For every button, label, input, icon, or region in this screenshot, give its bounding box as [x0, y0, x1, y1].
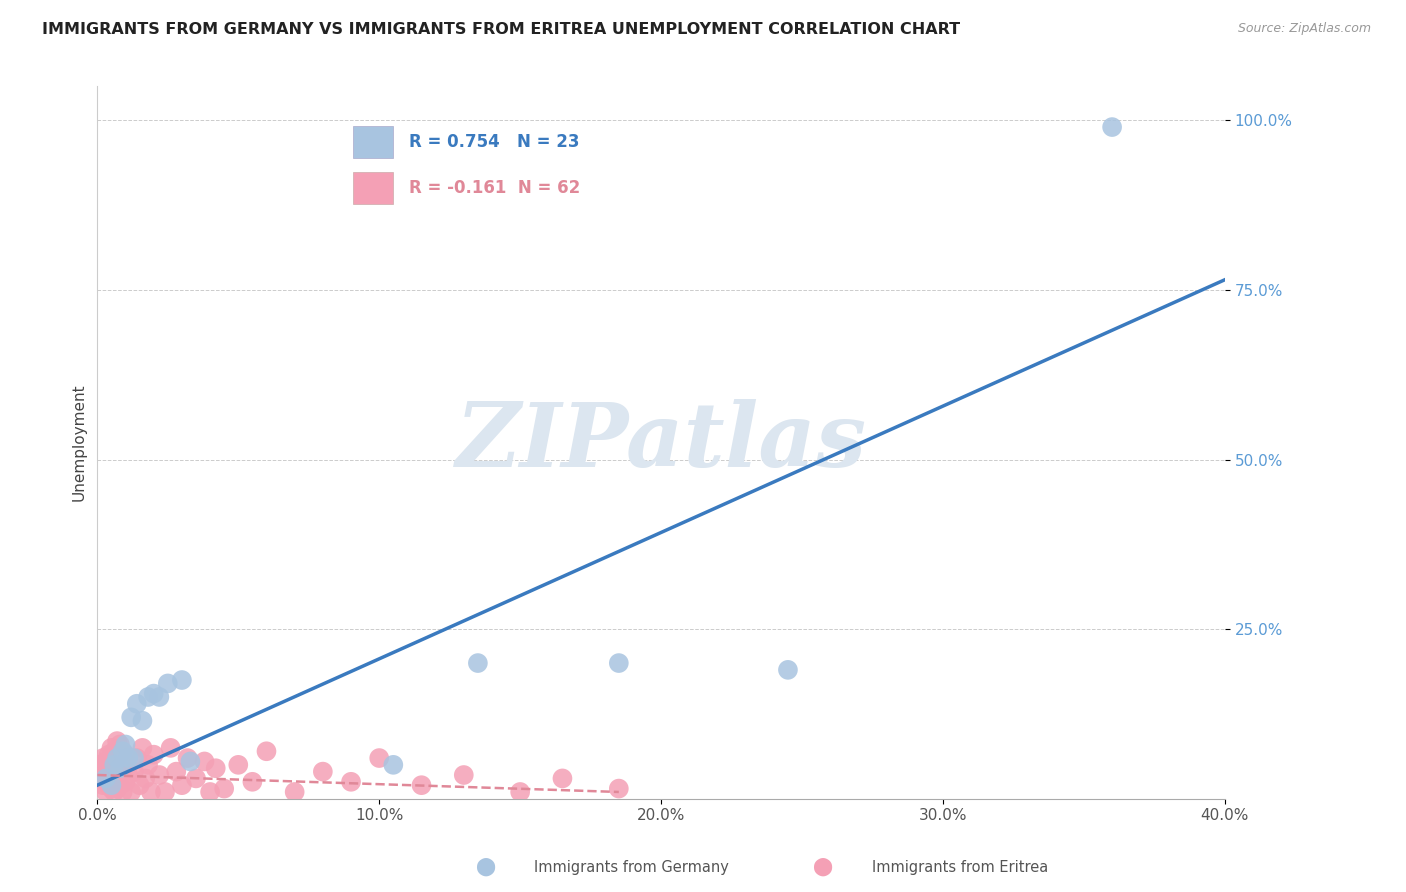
Point: [91, 764, 114, 779]
Point: [103, 772, 125, 786]
Point: [153, 785, 176, 799]
Point: [312, 764, 335, 779]
Point: [122, 751, 145, 765]
Point: [165, 764, 187, 779]
Text: Immigrants from Eritrea: Immigrants from Eritrea: [872, 860, 1047, 874]
Point: [125, 751, 148, 765]
Bar: [353, 172, 392, 204]
Point: [256, 744, 278, 758]
Point: [128, 778, 150, 792]
Point: [551, 772, 574, 786]
Point: [108, 738, 131, 752]
Point: [142, 747, 165, 762]
Point: [114, 738, 136, 752]
Point: [139, 785, 162, 799]
Point: [284, 785, 307, 799]
Point: [100, 755, 122, 769]
Point: [193, 755, 215, 769]
Point: [156, 676, 179, 690]
Point: [120, 710, 142, 724]
Point: [89, 757, 111, 772]
Point: [94, 785, 117, 799]
Point: [120, 785, 142, 799]
Point: [89, 772, 111, 786]
Point: [108, 757, 131, 772]
Point: [136, 757, 159, 772]
Point: [453, 768, 475, 782]
Text: ⬤: ⬤: [813, 858, 832, 876]
Point: [176, 751, 198, 765]
Point: [607, 656, 630, 670]
Point: [382, 757, 405, 772]
Point: [105, 751, 128, 765]
Point: [184, 772, 207, 786]
Point: [179, 755, 201, 769]
Point: [411, 778, 433, 792]
Bar: [353, 126, 392, 158]
Point: [148, 690, 170, 704]
Point: [340, 774, 363, 789]
Point: [607, 781, 630, 796]
Point: [117, 768, 139, 782]
Point: [131, 714, 153, 728]
Point: [103, 757, 125, 772]
Point: [100, 740, 122, 755]
Point: [97, 778, 120, 792]
Point: [122, 764, 145, 779]
Point: [170, 673, 193, 687]
Point: [97, 761, 120, 775]
Point: [136, 690, 159, 704]
Point: [94, 768, 117, 782]
Point: [1101, 120, 1123, 134]
Point: [94, 772, 117, 786]
Point: [467, 656, 489, 670]
Point: [134, 772, 156, 786]
Point: [142, 687, 165, 701]
Point: [91, 751, 114, 765]
Point: [148, 768, 170, 782]
Point: [105, 751, 128, 765]
Text: R = -0.161  N = 62: R = -0.161 N = 62: [409, 179, 581, 197]
Y-axis label: Unemployment: Unemployment: [72, 384, 86, 501]
Text: ⬤: ⬤: [475, 858, 495, 876]
Point: [105, 734, 128, 748]
Text: R = 0.754   N = 23: R = 0.754 N = 23: [409, 133, 581, 151]
Point: [131, 740, 153, 755]
Point: [100, 778, 122, 792]
Text: Source: ZipAtlas.com: Source: ZipAtlas.com: [1237, 22, 1371, 36]
Point: [170, 778, 193, 792]
Point: [198, 785, 221, 799]
Point: [111, 744, 134, 758]
Point: [103, 785, 125, 799]
Point: [97, 747, 120, 762]
Point: [111, 785, 134, 799]
Point: [212, 781, 235, 796]
Point: [226, 757, 249, 772]
Point: [105, 764, 128, 779]
Text: IMMIGRANTS FROM GERMANY VS IMMIGRANTS FROM ERITREA UNEMPLOYMENT CORRELATION CHAR: IMMIGRANTS FROM GERMANY VS IMMIGRANTS FR…: [42, 22, 960, 37]
Point: [204, 761, 226, 775]
Point: [100, 781, 122, 796]
Point: [100, 768, 122, 782]
Point: [117, 751, 139, 765]
Point: [103, 744, 125, 758]
Point: [509, 785, 531, 799]
Text: ZIPatlas: ZIPatlas: [456, 400, 866, 486]
Point: [114, 747, 136, 762]
Point: [114, 774, 136, 789]
Point: [108, 778, 131, 792]
Point: [91, 778, 114, 792]
Text: Immigrants from Germany: Immigrants from Germany: [534, 860, 730, 874]
Point: [242, 774, 264, 789]
Point: [94, 755, 117, 769]
Point: [105, 781, 128, 796]
Point: [111, 761, 134, 775]
Point: [125, 697, 148, 711]
Point: [776, 663, 799, 677]
Point: [368, 751, 391, 765]
Point: [108, 761, 131, 775]
Point: [159, 740, 181, 755]
